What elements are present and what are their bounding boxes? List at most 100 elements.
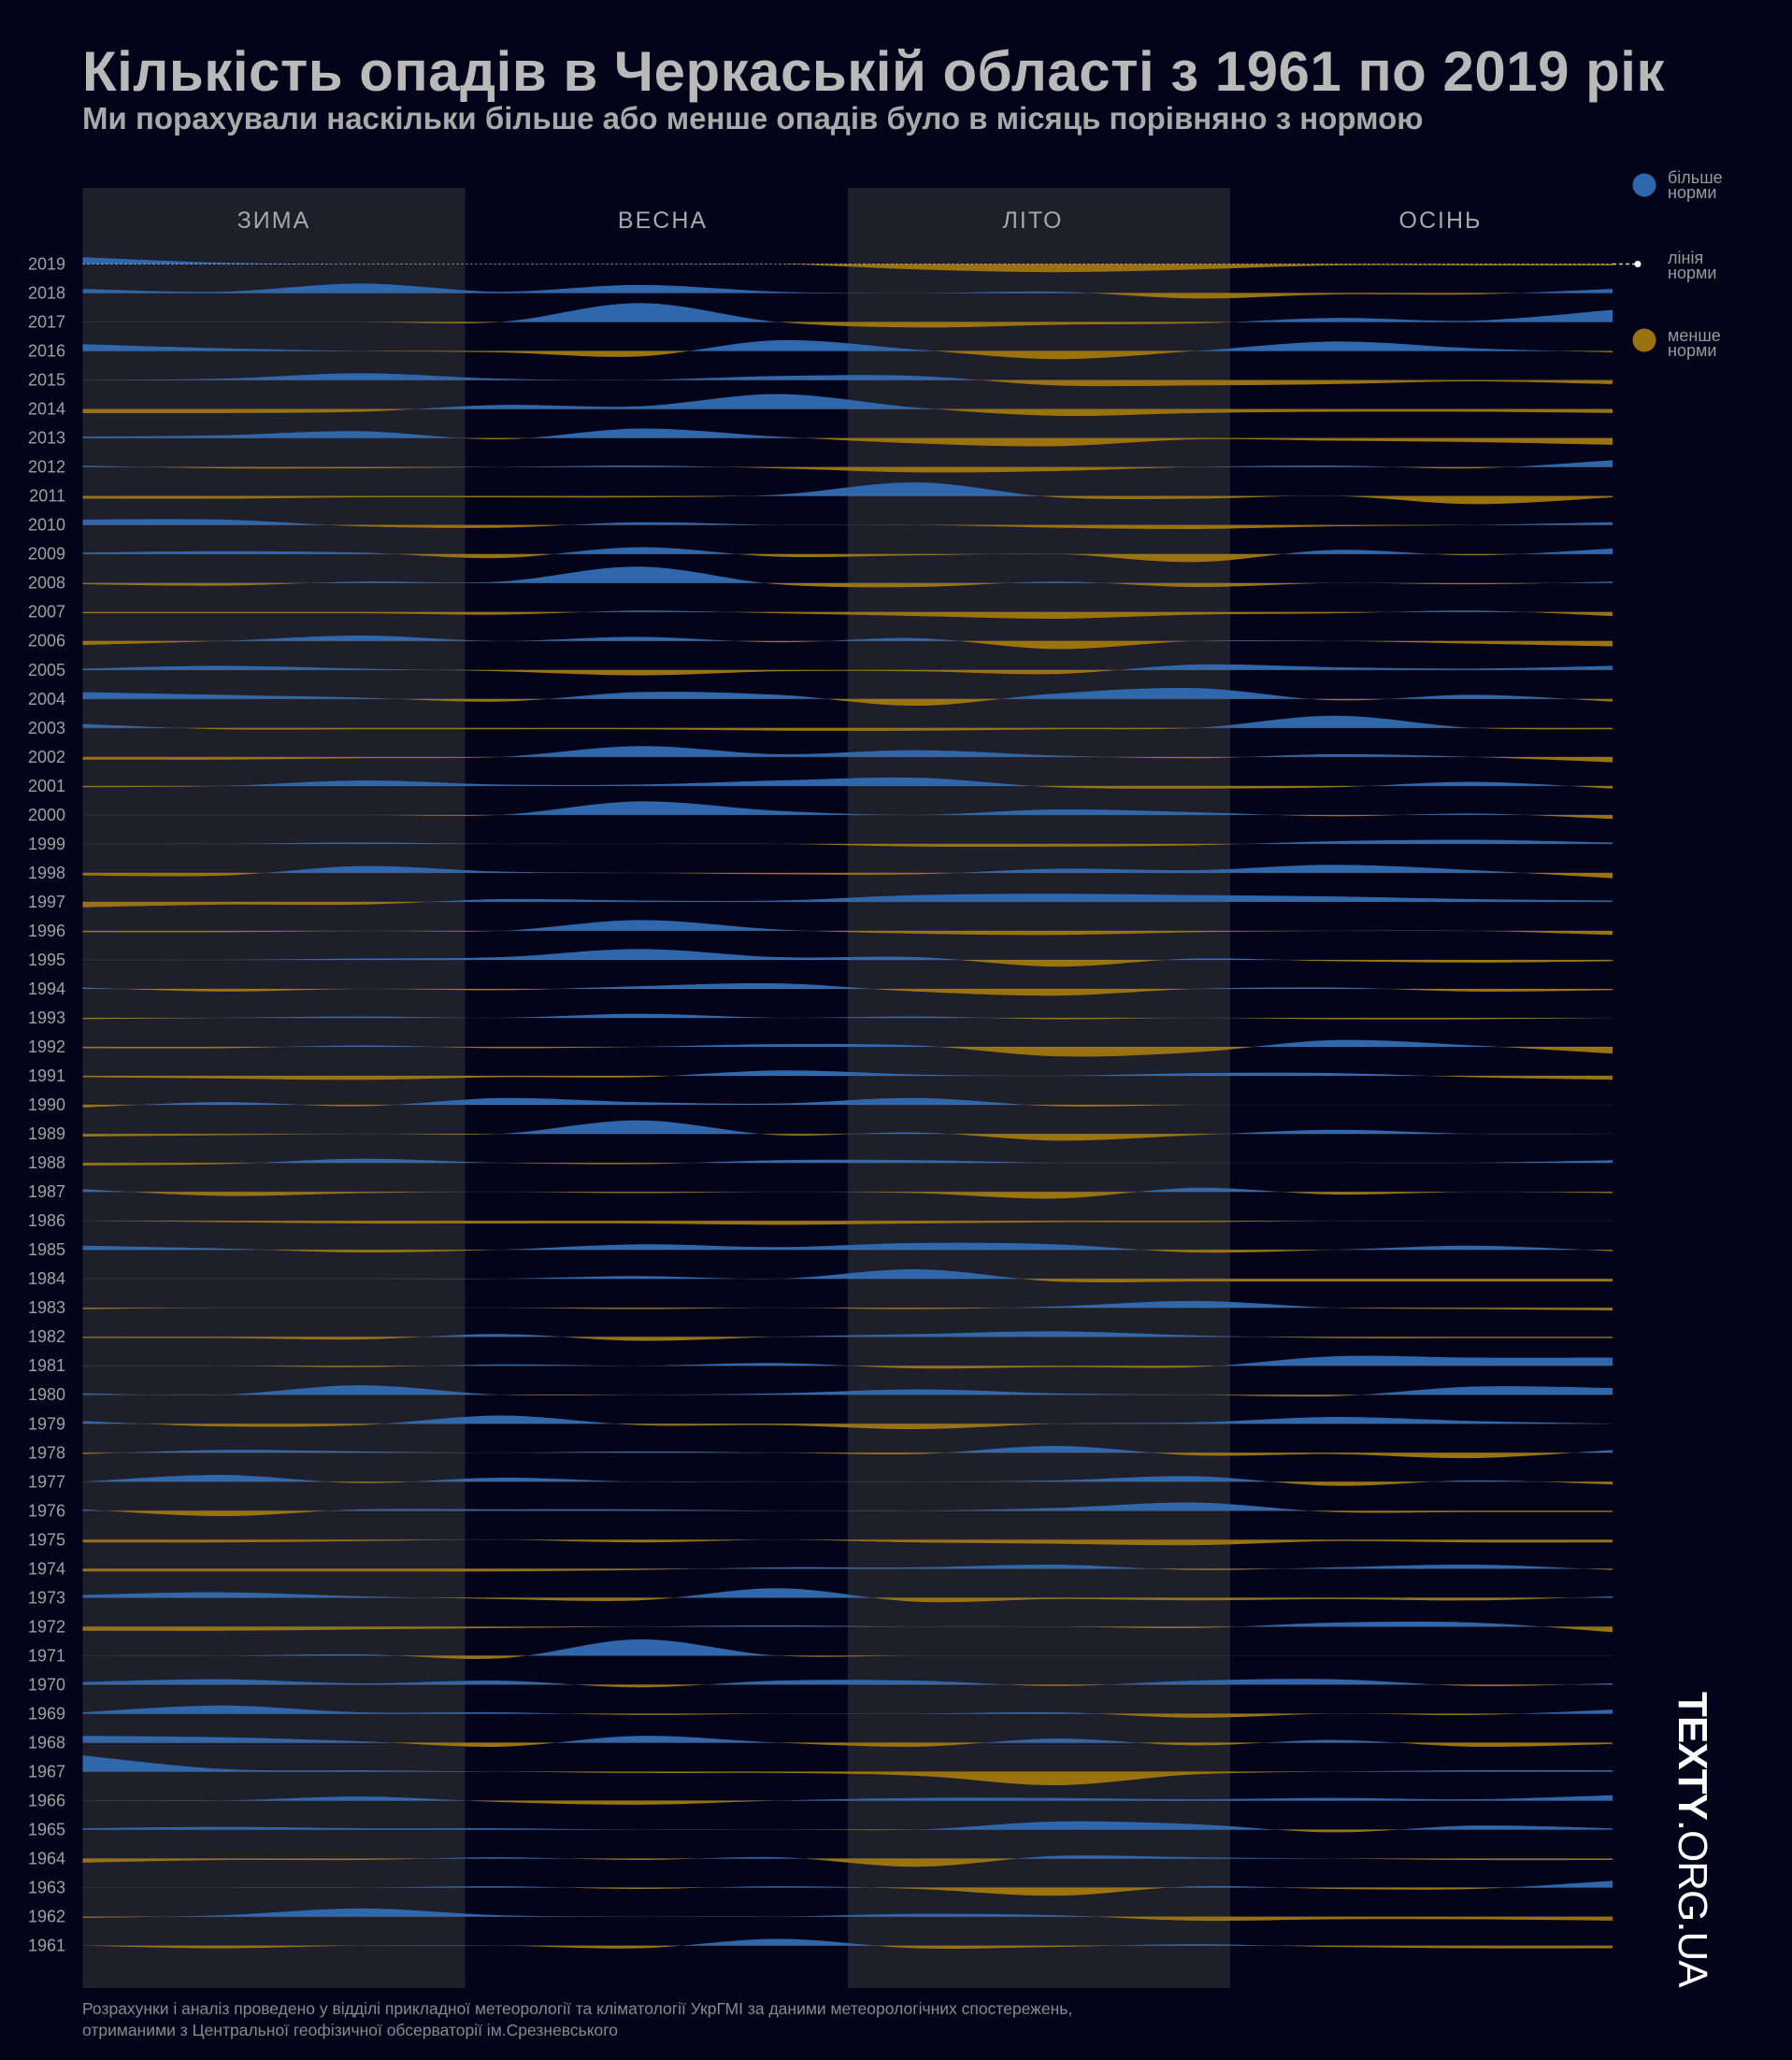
below-norm-area: [82, 1742, 1613, 1747]
year-row: 2000: [28, 801, 1613, 824]
above-norm-area: [82, 982, 1613, 989]
year-row: 1977: [28, 1472, 1613, 1491]
below-norm-area: [361, 814, 1613, 820]
below-norm-area: [82, 1481, 1613, 1486]
year-label: 2013: [28, 429, 65, 448]
above-norm-area: [82, 257, 1613, 265]
legend-norm-label: лінія норми: [1668, 250, 1717, 282]
year-label: 2005: [28, 661, 65, 680]
year-label: 1972: [28, 1617, 65, 1636]
below-norm-area: [82, 1945, 1613, 1949]
below-norm-area: [82, 1337, 1613, 1341]
above-norm-area: [257, 1158, 1613, 1164]
norm-line-dot: [1634, 261, 1641, 267]
year-label: 2009: [28, 545, 65, 564]
year-row: 1964: [28, 1850, 1613, 1868]
below-norm-area: [82, 1423, 1613, 1430]
above-norm-area: [82, 1242, 1613, 1251]
above-norm-area: [82, 1564, 1613, 1569]
below-norm-area: [82, 1510, 1613, 1517]
year-row: 1976: [28, 1501, 1613, 1520]
below-norm-area: [82, 1916, 1613, 1922]
year-label: 1999: [28, 835, 65, 853]
year-label: 2011: [29, 487, 65, 506]
year-label: 1989: [28, 1124, 65, 1143]
year-row: 2012: [28, 458, 1613, 477]
below-norm-area: [177, 727, 1613, 731]
below-norm-area: [82, 785, 1613, 789]
year-label: 1987: [28, 1182, 65, 1201]
year-label: 1984: [28, 1269, 65, 1288]
year-label: 1970: [28, 1675, 65, 1694]
above-norm-area: [82, 664, 1613, 670]
above-norm-area: [82, 1475, 1542, 1482]
above-norm-area: [82, 1070, 1613, 1077]
above-norm-area: [82, 283, 1613, 293]
below-norm-area: [82, 553, 1613, 563]
above-norm-area: [82, 1300, 1613, 1309]
year-label: 1979: [28, 1414, 65, 1433]
year-row: 1995: [28, 949, 1613, 969]
below-norm-area: [366, 1279, 1613, 1283]
above-norm-area: [82, 1855, 1613, 1859]
season-label-spring: ВЕСНА: [618, 207, 708, 234]
year-label: 1982: [28, 1327, 65, 1346]
texty-logo: TEXTY.ORG.UA: [1669, 1692, 1715, 1987]
below-norm-area: [82, 640, 1613, 650]
year-label: 2014: [28, 400, 65, 419]
year-label: 1977: [28, 1472, 65, 1491]
year-label: 2015: [28, 371, 65, 390]
year-row: 1985: [28, 1240, 1613, 1259]
year-row: 1978: [28, 1443, 1613, 1462]
year-label: 2001: [28, 777, 65, 795]
above-norm-area: [499, 303, 1613, 322]
below-norm-area: [82, 1163, 1613, 1166]
year-row: 1989: [28, 1120, 1613, 1143]
logo-thin: .ORG.UA: [1670, 1819, 1715, 1987]
above-norm-area: [82, 1269, 1613, 1280]
above-norm-area: [82, 865, 1613, 873]
above-norm-area: [137, 1097, 1335, 1106]
below-norm-area: [82, 872, 1613, 879]
year-row: 1970: [28, 1675, 1613, 1694]
below-norm-area: [82, 1192, 1613, 1199]
above-norm-area: [82, 1355, 1613, 1366]
year-row: 1986: [28, 1211, 1613, 1230]
below-norm-area: [82, 1626, 1613, 1633]
above-norm-area: [82, 777, 1613, 786]
year-label: 1985: [28, 1240, 65, 1259]
above-norm-area: [82, 687, 1613, 699]
legend-norm-line2: норми: [1668, 264, 1717, 282]
page-title: Кількість опадів в Черкаській області з …: [82, 40, 1665, 103]
year-label: 1991: [28, 1066, 65, 1085]
season-label-winter: ЗИМА: [237, 207, 311, 234]
above-norm-area: [82, 746, 1613, 757]
year-row: 1961: [28, 1937, 1613, 1955]
below-norm-area: [82, 930, 1613, 936]
year-label: 1980: [28, 1385, 65, 1404]
below-norm-area: [82, 437, 1613, 447]
year-row: 2009: [28, 545, 1613, 564]
below-norm-area: [82, 1452, 1613, 1459]
season-label-autumn: ОСІНЬ: [1399, 207, 1483, 234]
above-norm-area: [82, 1705, 1613, 1714]
below-norm-area: [82, 1134, 1613, 1141]
above-norm-area: [222, 949, 1283, 960]
below-norm-area: [82, 1308, 1613, 1311]
legend-above-label: більше норми: [1668, 169, 1723, 201]
year-label: 2007: [28, 603, 65, 622]
legend-above-swatch: [1632, 173, 1656, 197]
year-row: 1979: [28, 1414, 1613, 1433]
above-norm-area: [82, 1385, 1613, 1395]
year-label: 2018: [28, 284, 65, 303]
year-label: 1969: [28, 1704, 65, 1723]
year-label: 1965: [28, 1821, 65, 1839]
below-norm-area: [82, 264, 1613, 273]
year-row: 2008: [28, 566, 1613, 593]
below-norm-area: [264, 1250, 1613, 1253]
year-label: 1997: [28, 893, 65, 911]
above-norm-area: [82, 1908, 1613, 1917]
above-norm-area: [82, 1502, 1310, 1511]
year-label: 1963: [28, 1879, 65, 1897]
year-row: 1968: [28, 1733, 1613, 1752]
